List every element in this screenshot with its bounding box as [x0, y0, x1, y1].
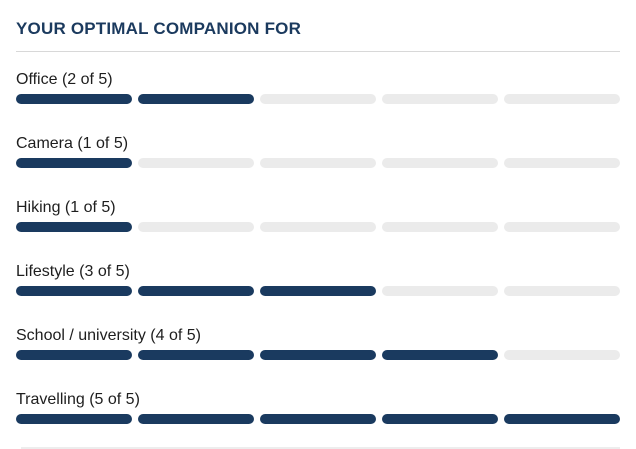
- rating-bar: [16, 286, 620, 296]
- rating-segment: [504, 94, 620, 104]
- rating-segment: [504, 414, 620, 424]
- rating-row: Lifestyle (3 of 5): [16, 263, 620, 296]
- rating-segment: [504, 222, 620, 232]
- bottom-divider: [21, 447, 620, 449]
- page-title: YOUR OPTIMAL COMPANION FOR: [16, 19, 302, 38]
- rating-label: Hiking (1 of 5): [16, 199, 116, 216]
- rating-row: Hiking (1 of 5): [16, 199, 620, 232]
- rating-row: School / university (4 of 5): [16, 327, 620, 360]
- rating-label: Office (2 of 5): [16, 71, 113, 88]
- rating-label: Lifestyle (3 of 5): [16, 263, 130, 280]
- rating-segment: [138, 94, 254, 104]
- rating-segment: [260, 286, 376, 296]
- rating-segment: [16, 414, 132, 424]
- rating-segment: [260, 350, 376, 360]
- rating-segment: [138, 222, 254, 232]
- rating-segment: [16, 286, 132, 296]
- rating-bar: [16, 350, 620, 360]
- rating-segment: [16, 158, 132, 168]
- rating-segment: [138, 158, 254, 168]
- rating-segment: [16, 222, 132, 232]
- title-divider: [16, 51, 620, 52]
- rating-segment: [382, 350, 498, 360]
- rating-segment: [260, 222, 376, 232]
- rating-segment: [138, 414, 254, 424]
- ratings-list: Office (2 of 5) Camera (1 of 5) Hiking (…: [16, 71, 620, 424]
- rating-segment: [504, 350, 620, 360]
- rating-label: School / university (4 of 5): [16, 327, 201, 344]
- rating-segment: [260, 414, 376, 424]
- rating-segment: [382, 158, 498, 168]
- rating-segment: [260, 94, 376, 104]
- rating-segment: [382, 94, 498, 104]
- rating-row: Travelling (5 of 5): [16, 391, 620, 424]
- rating-segment: [504, 286, 620, 296]
- rating-label: Camera (1 of 5): [16, 135, 129, 152]
- rating-segment: [16, 350, 132, 360]
- rating-segment: [138, 350, 254, 360]
- rating-bar: [16, 222, 620, 232]
- rating-segment: [382, 222, 498, 232]
- rating-row: Camera (1 of 5): [16, 135, 620, 168]
- rating-row: Office (2 of 5): [16, 71, 620, 104]
- rating-bar: [16, 94, 620, 104]
- rating-bar: [16, 414, 620, 424]
- rating-segment: [504, 158, 620, 168]
- rating-label: Travelling (5 of 5): [16, 391, 140, 408]
- rating-segment: [16, 94, 132, 104]
- rating-segment: [138, 286, 254, 296]
- rating-segment: [382, 286, 498, 296]
- rating-bar: [16, 158, 620, 168]
- rating-segment: [382, 414, 498, 424]
- rating-segment: [260, 158, 376, 168]
